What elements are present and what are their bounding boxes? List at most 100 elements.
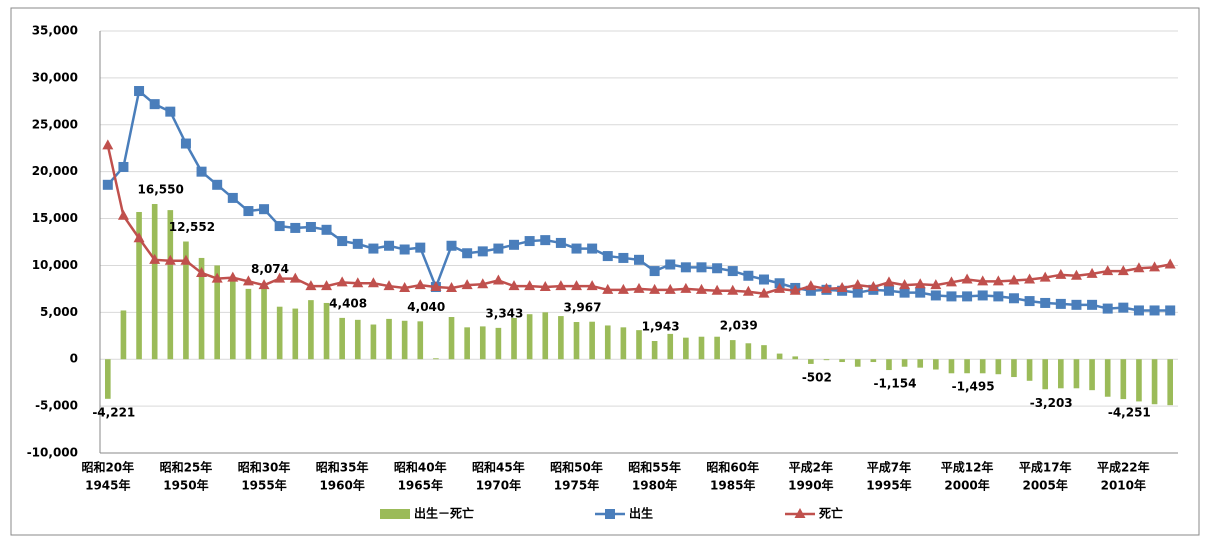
marker: [789, 284, 801, 295]
bar: [151, 204, 158, 360]
bar: [511, 317, 517, 360]
marker: [196, 166, 207, 177]
marker: [1102, 303, 1113, 314]
x-era-label: 昭和20年: [81, 460, 134, 475]
bar: [433, 358, 439, 360]
bar: [917, 359, 924, 368]
marker: [915, 287, 926, 298]
bar: [1136, 359, 1142, 402]
x-tick-label: 1985年: [710, 478, 755, 493]
marker: [446, 281, 458, 292]
bar: [933, 359, 939, 370]
marker: [321, 224, 332, 235]
bar: [245, 288, 252, 360]
marker: [462, 248, 473, 259]
marker: [695, 283, 707, 294]
y-tick-label: 5,000: [40, 305, 78, 319]
marker: [820, 282, 832, 293]
bar: [761, 345, 767, 360]
marker: [649, 283, 661, 294]
x-tick-label: 1950年: [163, 478, 208, 493]
x-tick-label: 1970年: [476, 478, 521, 493]
y-tick-label: 35,000: [32, 24, 78, 38]
marker: [211, 272, 223, 283]
bar: [698, 336, 705, 360]
bar: [276, 306, 283, 360]
bar: [1151, 359, 1158, 405]
bar: [308, 300, 314, 360]
marker: [243, 206, 254, 217]
bar: [1089, 359, 1095, 391]
x-era-label: 平成12年: [941, 460, 994, 475]
x-era-label: 平成17年: [1019, 460, 1072, 475]
marker: [1117, 265, 1129, 276]
marker: [1133, 262, 1145, 273]
marker: [1149, 305, 1160, 316]
marker: [352, 238, 363, 249]
marker: [164, 254, 176, 265]
bar: [370, 324, 377, 360]
marker: [977, 275, 989, 286]
marker: [165, 106, 176, 117]
marker: [805, 285, 816, 296]
marker: [992, 275, 1004, 286]
chart-frame: [10, 7, 1200, 536]
marker: [337, 236, 348, 247]
marker: [133, 232, 145, 243]
x-tick-label: 2005年: [1022, 478, 1067, 493]
marker: [1087, 299, 1098, 310]
marker: [368, 243, 379, 254]
marker: [180, 254, 192, 265]
x-era-label: 平成7年: [867, 460, 911, 475]
bar: [979, 359, 986, 374]
bar: [776, 353, 783, 360]
data-label: 16,550: [138, 183, 184, 197]
marker: [321, 280, 333, 291]
data-label: 8,074: [251, 262, 289, 276]
marker: [509, 239, 520, 250]
marker: [258, 279, 270, 290]
marker: [414, 279, 426, 290]
marker: [336, 276, 348, 287]
marker: [102, 139, 114, 150]
data-label: -3,203: [1030, 396, 1073, 410]
bar: [526, 314, 533, 360]
marker: [914, 278, 926, 289]
bar: [667, 333, 674, 360]
bar: [261, 283, 267, 360]
marker: [1008, 293, 1019, 304]
y-tick-label: 15,000: [32, 211, 78, 225]
marker: [961, 273, 973, 284]
y-tick-label: 20,000: [32, 164, 78, 178]
marker: [430, 281, 442, 292]
x-era-label: 平成2年: [789, 460, 833, 475]
marker: [446, 240, 457, 251]
marker: [945, 276, 957, 287]
data-label: -4,251: [1108, 406, 1151, 420]
marker: [946, 291, 957, 302]
marker: [227, 271, 239, 282]
bar: [620, 327, 627, 360]
marker: [1133, 305, 1144, 316]
data-label: 3,967: [564, 301, 602, 315]
bar: [636, 330, 642, 360]
marker: [1055, 298, 1066, 309]
marker: [524, 236, 535, 247]
bar: [136, 211, 142, 360]
bar: [651, 341, 658, 360]
marker: [493, 243, 504, 254]
y-tick-label: 0: [70, 352, 78, 366]
y-tick-label: 30,000: [32, 70, 78, 84]
marker: [1024, 273, 1036, 284]
marker: [1039, 271, 1051, 282]
marker: [1040, 297, 1051, 308]
marker: [180, 138, 191, 149]
marker: [664, 283, 676, 294]
marker: [290, 222, 301, 233]
bar: [964, 359, 970, 374]
data-label: 2,039: [720, 319, 758, 333]
marker: [696, 262, 707, 273]
bar: [479, 326, 486, 360]
marker: [555, 237, 566, 248]
marker: [727, 266, 738, 277]
